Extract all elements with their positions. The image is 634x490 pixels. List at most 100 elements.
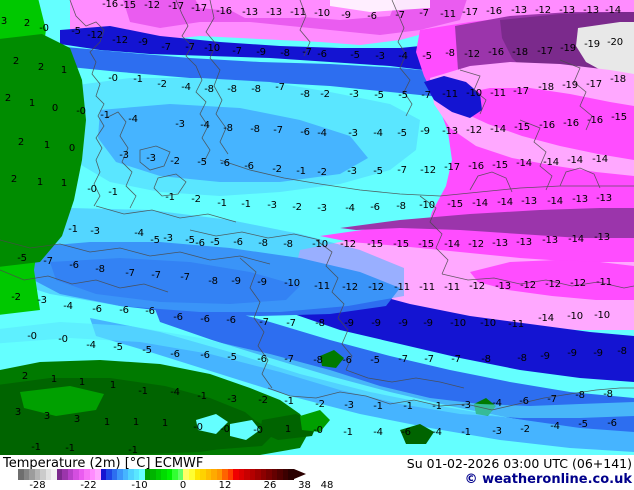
colorbar-swatch-11 — [78, 469, 85, 480]
temperature-label: -12 — [87, 30, 103, 41]
temperature-label: -2 — [157, 79, 167, 90]
temperature-label: -9 — [257, 277, 267, 288]
temperature-label: -2 — [191, 194, 201, 205]
temperature-label: -1 — [133, 74, 143, 85]
colorbar-arrow-icon — [294, 469, 306, 479]
colorbar-swatch-17 — [111, 469, 118, 480]
colorbar-swatch-31 — [188, 469, 195, 480]
temperature-label: -4 — [432, 427, 442, 438]
temperature-label: -0 — [313, 425, 323, 436]
colorbar[interactable]: -28 -22 -10 0 12 26 38 48 — [18, 469, 333, 490]
temperature-label: -16 — [102, 0, 118, 10]
colorbar-swatch-34 — [205, 469, 212, 480]
temperature-label: -0 — [76, 106, 86, 117]
temperature-label: -16 — [488, 47, 504, 58]
temperature-label: -5 — [578, 419, 588, 430]
temperature-label: -13 — [242, 7, 258, 18]
temperature-label: -7 — [424, 354, 434, 365]
temperature-label: -9 — [138, 37, 148, 48]
temperature-label: -6 — [92, 304, 102, 315]
temperature-label: -8 — [251, 84, 261, 95]
temperature-label: -14 — [567, 155, 583, 166]
colorbar-swatch-21 — [133, 469, 140, 480]
temperature-label: -6 — [257, 354, 267, 365]
temperature-label: -3 — [349, 89, 359, 100]
colorbar-swatch-15 — [100, 469, 107, 480]
temperature-label: -0 — [253, 425, 263, 436]
colorbar-swatch-46 — [271, 469, 278, 480]
temperature-label: -11 — [490, 88, 506, 99]
colorbar-tick--10: -10 — [131, 480, 148, 490]
temperature-label: -7 — [397, 165, 407, 176]
temperature-label: 1 — [36, 177, 44, 188]
temperature-label: -6 — [170, 349, 180, 360]
temperature-label: -14 — [543, 157, 559, 168]
temperature-label: -8 — [315, 318, 325, 329]
colorbar-swatch-22 — [139, 469, 145, 480]
temperature-label: -10 — [204, 43, 220, 54]
colorbar-swatch-14 — [95, 469, 101, 480]
colorbar-swatch-36 — [216, 469, 223, 480]
temperature-label: -9 — [423, 318, 433, 329]
temperature-label: -6 — [401, 427, 411, 438]
temperature-label: -6 — [244, 161, 254, 172]
temperature-label: 1 — [50, 374, 58, 385]
temperature-label: -6 — [370, 202, 380, 213]
colorbar-tick-26: 26 — [263, 480, 277, 490]
colorbar-swatch-39 — [233, 469, 239, 480]
temperature-label: -1 — [108, 187, 118, 198]
colorbar-swatch-28 — [172, 469, 178, 480]
temperature-label: -15 — [393, 239, 409, 250]
colorbar-swatch-7 — [56, 469, 63, 480]
temperature-label: -20 — [607, 37, 623, 48]
temperature-label: -7 — [284, 354, 294, 365]
temperature-label: -4 — [398, 51, 408, 62]
colorbar-swatch-37 — [222, 469, 228, 480]
temperature-label: -9 — [420, 126, 430, 137]
temperature-label: 1 — [43, 140, 51, 151]
temperature-label: 2 — [10, 174, 18, 185]
temperature-label: -6 — [145, 306, 155, 317]
colorbar-swatch-40 — [238, 469, 245, 480]
temperature-label: -12 — [535, 5, 551, 16]
temperature-label: -15 — [447, 199, 463, 210]
temperature-label: -7 — [451, 354, 461, 365]
temperature-label: -13 — [442, 126, 458, 137]
colorbar-swatch-4 — [40, 469, 46, 480]
temperature-label: -8 — [227, 84, 237, 95]
temperature-label: -18 — [610, 74, 626, 85]
temperature-label: -8 — [223, 123, 233, 134]
colorbar-swatch-42 — [249, 469, 256, 480]
temperature-label: 1 — [103, 417, 111, 428]
colorbar-swatch-9 — [67, 469, 74, 480]
temperature-label: -6 — [200, 350, 210, 361]
colorbar-swatch-2 — [29, 469, 35, 480]
colorbar-swatch-27 — [166, 469, 173, 480]
temperature-label: -5 — [350, 50, 360, 61]
temperature-label: -12 — [469, 281, 485, 292]
temperature-label: -6 — [69, 260, 79, 271]
page-title: Temperature (2m) [°C] ECMWF — [3, 456, 204, 471]
temperature-label: -8 — [204, 84, 214, 95]
map-footer: Temperature (2m) [°C] ECMWF Su 01-02-202… — [0, 455, 634, 490]
temperature-label: 1 — [78, 377, 86, 388]
temperature-label: -5 — [398, 90, 408, 101]
colorbar-swatches[interactable] — [18, 469, 294, 480]
temperature-label: -13 — [559, 5, 575, 16]
temperature-label: -16 — [486, 6, 502, 17]
colorbar-swatch-43 — [255, 469, 261, 480]
temperature-label: -12 — [112, 35, 128, 46]
temperature-label: -4 — [170, 387, 180, 398]
colorbar-swatch-13 — [89, 469, 96, 480]
temperature-label: -6 — [226, 315, 236, 326]
temperature-label: -14 — [472, 198, 488, 209]
temperature-map[interactable]: 3 2 -0 -16 -15 -12 -17 -17 -16 -13 -13 -11 -10 -9 -6 -7… — [0, 0, 634, 455]
colorbar-swatch-41 — [244, 469, 250, 480]
colorbar-swatch-38 — [227, 469, 234, 480]
colorbar-swatch-3 — [34, 469, 41, 480]
temperature-label: -5 — [185, 235, 195, 246]
temperature-label: -11 — [444, 282, 460, 293]
temperature-label: -13 — [572, 194, 588, 205]
colorbar-swatch-0 — [18, 469, 24, 480]
colorbar-swatch-25 — [155, 469, 162, 480]
